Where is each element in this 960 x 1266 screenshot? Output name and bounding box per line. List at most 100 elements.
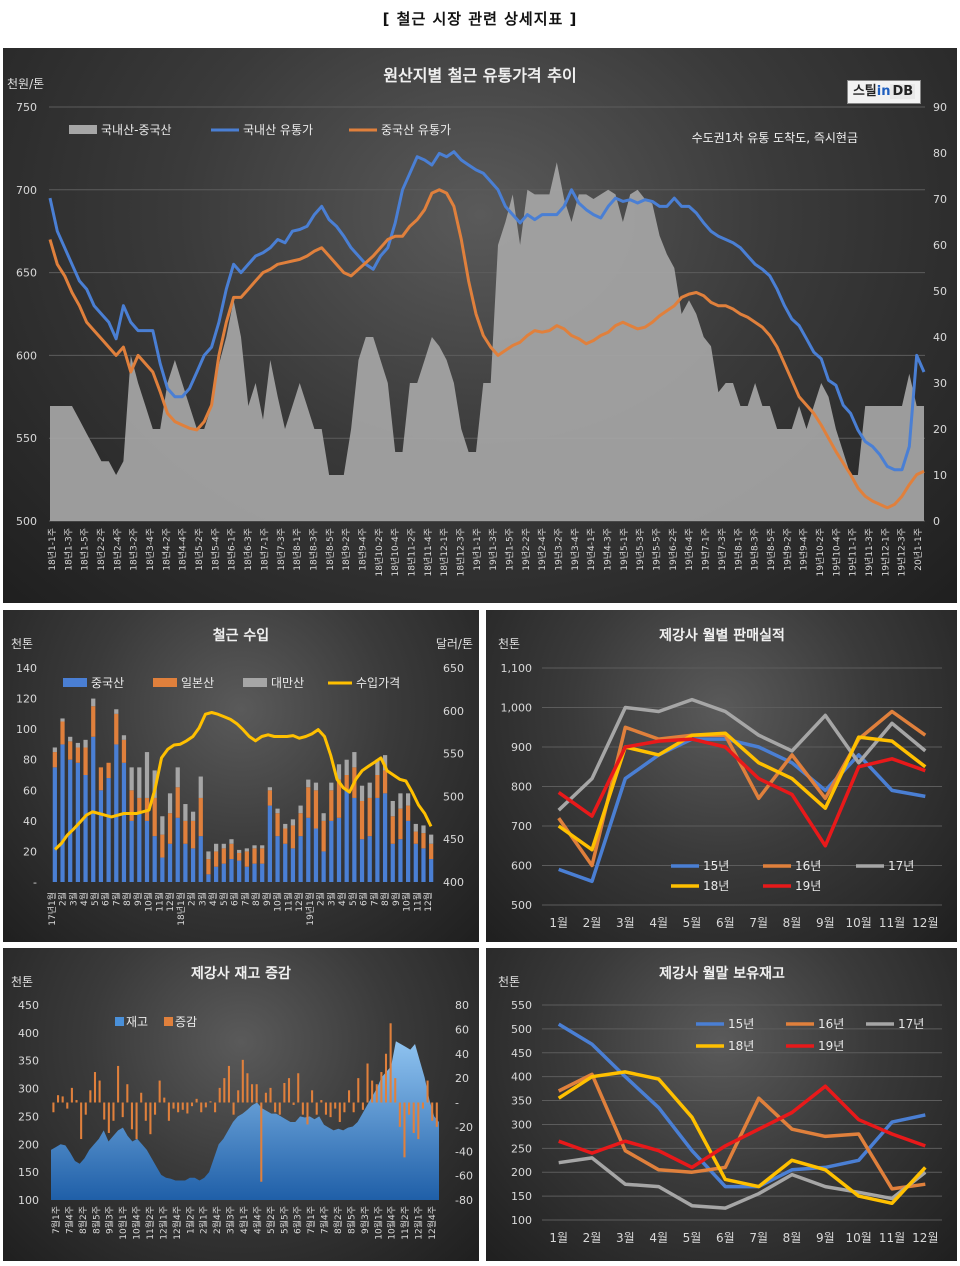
left-axis-tick: 400: [18, 1027, 39, 1040]
x-tick-label: 5월: [89, 892, 101, 906]
x-tick-label: 8월: [783, 916, 802, 930]
x-tick-label: 18년8-1주: [292, 528, 303, 571]
right-axis-tick: 450: [443, 833, 464, 846]
x-tick-label: 2월: [186, 892, 198, 906]
left-axis-unit: 천톤: [11, 636, 33, 651]
left-axis-tick: 100: [511, 1214, 532, 1227]
left-axis-tick: 450: [511, 1047, 532, 1060]
bar-japan: [260, 848, 265, 864]
legend-label: 17년: [888, 859, 914, 873]
x-tick-label: 3월: [67, 892, 79, 906]
x-tick-label: 18년2-4주: [112, 528, 123, 571]
right-axis-tick: 400: [443, 876, 464, 889]
left-axis-tick: 550: [16, 432, 37, 445]
bar-japan: [121, 739, 127, 763]
bar-change: [421, 1102, 424, 1109]
bar-japan: [252, 848, 257, 864]
right-axis-tick: 50: [933, 285, 947, 298]
x-tick-label: 10월: [143, 892, 155, 912]
bar-change: [103, 1102, 106, 1120]
bar-change: [264, 1092, 267, 1103]
x-tick-label: 5월2주: [265, 1206, 277, 1234]
bar-change: [70, 1087, 73, 1103]
x-tick-label: 18년1월: [175, 892, 187, 926]
bar-change: [52, 1102, 55, 1113]
legend-label: 18년: [728, 1039, 754, 1053]
x-tick-label: 8월5주: [90, 1206, 102, 1234]
bar-change: [241, 1059, 244, 1103]
x-tick-label: 19년2-4주: [537, 528, 548, 571]
x-tick-label: 18년5-4주: [210, 528, 221, 571]
bar-japan: [190, 820, 196, 849]
right-axis-tick: 60: [933, 239, 947, 252]
x-tick-label: 7월4주: [319, 1206, 331, 1234]
bar-china: [421, 848, 426, 882]
bar-change: [287, 1078, 291, 1103]
bar-taiwan: [267, 787, 272, 791]
x-tick-label: 8월5주: [345, 1206, 357, 1234]
left-axis-unit: 천톤: [498, 974, 520, 989]
bar-change: [163, 1097, 166, 1103]
bar-taiwan: [114, 709, 119, 714]
x-tick-label: 19년11-3주: [864, 528, 875, 576]
left-axis-tick: 600: [511, 860, 532, 873]
x-tick-label: 4월1주: [238, 1206, 250, 1234]
bar-china: [429, 859, 434, 882]
x-tick-label: 2월4주: [211, 1206, 223, 1234]
bar-change: [435, 1102, 438, 1127]
x-tick-label: 18년5-2주: [194, 528, 205, 571]
x-tick-label: 19년12-3주: [897, 528, 908, 576]
bar-taiwan: [75, 742, 80, 748]
x-tick-label: 19년11-1주: [848, 528, 859, 576]
bar-change: [380, 1072, 383, 1103]
left-axis-unit: 천톤: [11, 974, 33, 989]
x-tick-label: 4월: [649, 916, 668, 930]
x-tick-label: 4월: [649, 1231, 668, 1245]
x-tick-label: 8월: [783, 1231, 802, 1245]
left-axis-tick: 20: [23, 845, 37, 858]
series-line-19년: [558, 1084, 926, 1170]
logo-text-in: in: [876, 84, 891, 99]
bar-china: [129, 820, 134, 882]
x-tick-label: 10월4주: [131, 1206, 143, 1240]
series-line-17년: [557, 697, 927, 812]
x-tick-label: 19년1-3주: [488, 528, 499, 571]
bar-change: [301, 1102, 304, 1115]
bar-china: [221, 863, 226, 882]
x-tick-label: 8월2주: [77, 1206, 89, 1234]
bar-taiwan: [60, 718, 65, 722]
x-tick-label: 19년10-2주: [815, 528, 826, 576]
bar-china: [382, 793, 388, 882]
bar-change: [172, 1102, 175, 1109]
bar-japan: [214, 851, 219, 867]
x-tick-label: 12월: [912, 916, 938, 930]
bar-taiwan: [214, 843, 219, 852]
bar-change: [398, 1102, 401, 1127]
bar-change: [61, 1096, 64, 1103]
bar-japan: [382, 770, 388, 794]
left-axis-tick: 350: [511, 1095, 532, 1108]
bar-change: [389, 1023, 392, 1103]
right-axis-tick: 40: [455, 1048, 469, 1061]
bar-china: [60, 744, 65, 882]
x-tick-label: 18년12-3주: [455, 528, 466, 576]
bar-japan: [313, 790, 319, 829]
bar-japan: [344, 775, 349, 791]
bar-china: [198, 836, 203, 882]
chart-panel-month-end-inventory: 제강사 월말 보유재고 천톤 100 150 200 250 300 350 400 450 500…: [486, 948, 957, 1261]
bar-change: [237, 1090, 240, 1103]
x-tick-label: 7월1주: [305, 1206, 317, 1234]
x-tick-label: 6월: [229, 892, 241, 906]
bar-taiwan: [421, 825, 426, 834]
left-axis-tick: 80: [23, 754, 37, 767]
x-tick-label: 1월: [549, 1231, 568, 1245]
legend-swatch: [243, 678, 267, 687]
bar-japan: [129, 790, 134, 821]
bar-china: [313, 828, 319, 882]
bar-change: [352, 1102, 355, 1113]
left-axis-tick: -: [33, 876, 37, 889]
x-tick-label: 11월: [411, 892, 423, 912]
legend-swatch: [164, 1017, 173, 1026]
